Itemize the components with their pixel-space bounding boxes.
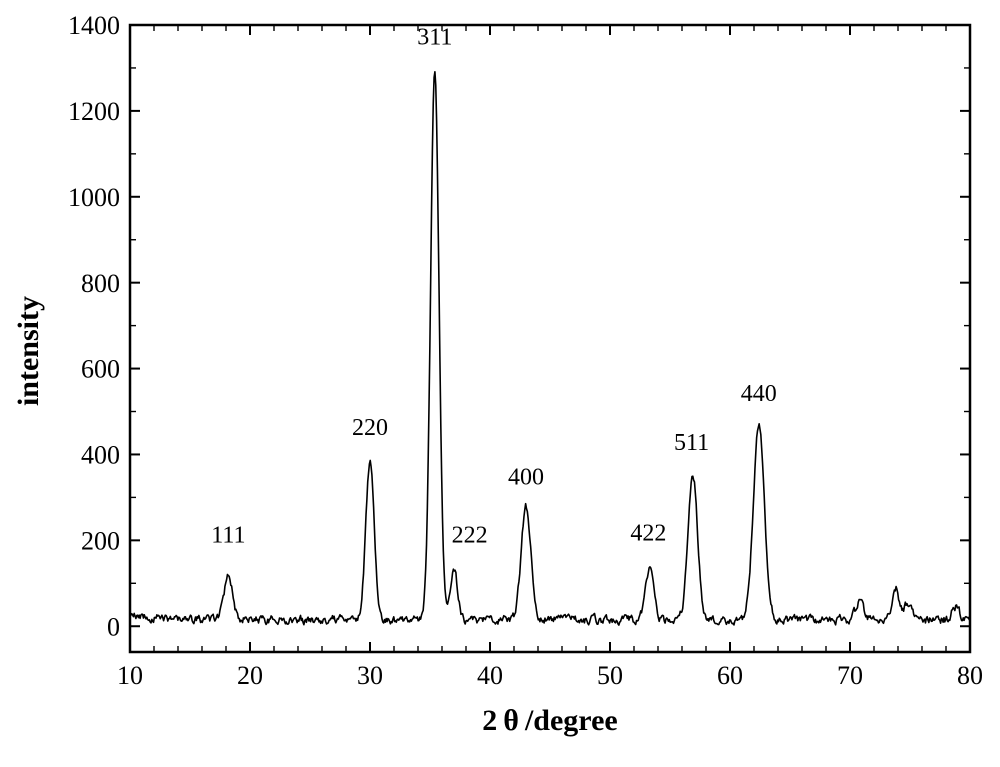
x-tick-label: 20 xyxy=(237,661,263,690)
y-axis-label: intensity xyxy=(12,296,45,406)
peak-label: 511 xyxy=(674,430,709,456)
peak-label: 220 xyxy=(352,415,388,441)
xrd-chart: 1020304050607080020040060080010001200140… xyxy=(0,0,1000,767)
chart-svg: 1020304050607080020040060080010001200140… xyxy=(0,0,1000,767)
x-tick-label: 30 xyxy=(357,661,383,690)
y-tick-label: 600 xyxy=(81,355,120,384)
x-tick-label: 50 xyxy=(597,661,623,690)
x-tick-label: 40 xyxy=(477,661,503,690)
peak-label: 311 xyxy=(417,24,452,50)
peak-label: 400 xyxy=(508,465,544,491)
peak-label: 422 xyxy=(630,520,666,546)
y-tick-label: 1000 xyxy=(68,183,120,212)
peak-label: 222 xyxy=(452,522,488,548)
y-tick-label: 400 xyxy=(81,441,120,470)
x-tick-label: 80 xyxy=(957,661,983,690)
peak-label: 440 xyxy=(741,381,777,407)
y-tick-label: 200 xyxy=(81,526,120,555)
peak-label: 111 xyxy=(211,522,245,548)
x-tick-label: 70 xyxy=(837,661,863,690)
y-tick-label: 800 xyxy=(81,269,120,298)
y-tick-label: 1200 xyxy=(68,97,120,126)
y-tick-label: 1400 xyxy=(68,11,120,40)
x-tick-label: 10 xyxy=(117,661,143,690)
x-axis-label: 2 θ /degree xyxy=(482,704,617,737)
y-tick-label: 0 xyxy=(107,612,120,641)
x-tick-label: 60 xyxy=(717,661,743,690)
